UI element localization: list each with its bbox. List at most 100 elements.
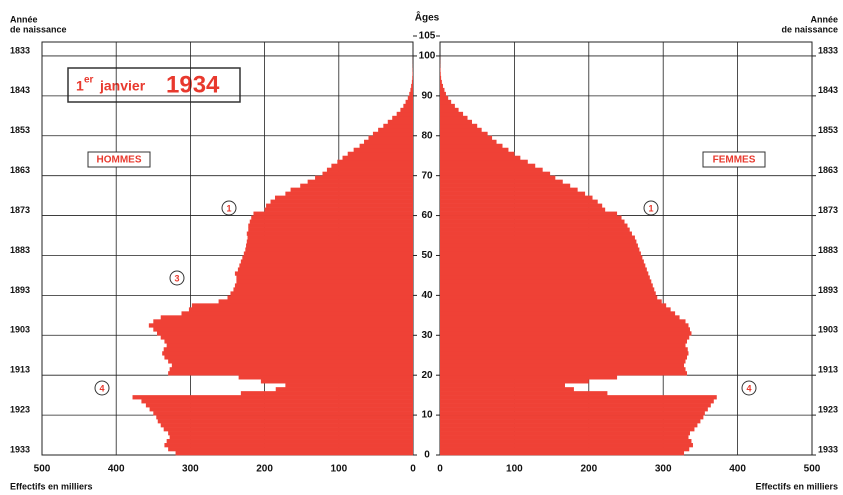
- bar: [440, 227, 630, 232]
- y2-tick-label: 1903: [10, 325, 30, 335]
- bar: [359, 143, 413, 149]
- birth-year-label: de naissance: [10, 24, 67, 34]
- bar: [440, 395, 717, 400]
- bar: [440, 99, 452, 105]
- x-tick-label: 0: [410, 464, 416, 475]
- bar: [440, 179, 563, 184]
- x-tick-label: 400: [729, 464, 746, 475]
- bar: [411, 83, 413, 89]
- bar: [238, 375, 413, 380]
- bar: [163, 427, 413, 432]
- bar: [440, 435, 689, 440]
- bar: [440, 171, 551, 176]
- y2-tick-label: 1873: [818, 205, 838, 215]
- bar: [440, 319, 686, 324]
- x-tick-label: 0: [437, 464, 443, 475]
- bar: [251, 215, 413, 220]
- title-box: 1 er janvier 1934: [67, 67, 241, 103]
- bar: [285, 383, 413, 388]
- legend-label: HOMMES: [97, 155, 142, 166]
- birth-year-label: Année: [810, 14, 838, 24]
- bar: [168, 431, 413, 436]
- bar: [440, 143, 503, 149]
- bar: [440, 287, 655, 292]
- bar: [440, 447, 690, 452]
- bar: [132, 395, 414, 400]
- y-tick-label: 100: [419, 51, 436, 62]
- bar: [164, 443, 413, 448]
- bar: [145, 403, 413, 408]
- title-superscript: er: [84, 75, 94, 86]
- bar: [218, 299, 413, 304]
- bar: [440, 279, 652, 284]
- x-tick-label: 500: [804, 464, 821, 475]
- y2-tick-label: 1833: [10, 45, 30, 55]
- y-tick-label: 50: [421, 250, 433, 261]
- y2-tick-label: 1893: [818, 285, 838, 295]
- annotation: 4: [94, 380, 110, 396]
- bar: [181, 311, 413, 316]
- bar: [440, 307, 671, 312]
- y2-tick-label: 1863: [10, 165, 30, 175]
- annotation-label: 4: [99, 383, 104, 393]
- bar: [440, 111, 464, 117]
- overlays: HOMMES FEMMES 1 3 4 1 4: [87, 151, 766, 396]
- bar: [166, 439, 413, 444]
- bar: [240, 259, 413, 264]
- y2-tick-label: 1933: [10, 444, 30, 454]
- bar: [440, 271, 649, 276]
- bar: [440, 363, 685, 368]
- bar: [372, 131, 413, 137]
- bar: [440, 203, 603, 208]
- bar: [403, 103, 413, 109]
- bar: [240, 391, 413, 396]
- bar: [440, 115, 468, 121]
- bar: [440, 175, 556, 180]
- bar: [171, 363, 413, 368]
- y2-tick-label: 1853: [10, 125, 30, 135]
- bar: [412, 75, 413, 81]
- bar: [153, 411, 414, 416]
- bar: [440, 167, 543, 172]
- birth-year-label: de naissance: [781, 24, 838, 34]
- bar: [153, 319, 414, 324]
- x-tick-label: 200: [256, 464, 273, 475]
- y-axis-label: Âges: [415, 11, 440, 24]
- bar: [266, 203, 413, 208]
- bar: [175, 451, 413, 456]
- x-axis-label: Effectifs en milliers: [755, 481, 838, 491]
- bar: [245, 247, 413, 252]
- bar: [248, 227, 413, 232]
- bar: [163, 347, 413, 352]
- bar: [440, 195, 593, 200]
- birth-year-label: Année: [10, 14, 38, 24]
- legend-label: FEMMES: [713, 155, 756, 166]
- bar: [440, 79, 442, 85]
- y-tick-label: 10: [421, 410, 433, 421]
- bar: [440, 423, 698, 428]
- bar: [440, 87, 445, 93]
- y2-tick-label: 1843: [818, 85, 838, 95]
- bar: [440, 231, 632, 236]
- bar: [160, 315, 413, 320]
- bar: [148, 323, 413, 328]
- bar: [248, 223, 413, 228]
- bar: [337, 159, 413, 164]
- bar: [440, 219, 625, 224]
- bar: [440, 135, 493, 141]
- y2-tick-label: 1903: [818, 325, 838, 335]
- bar: [440, 339, 688, 344]
- bar: [440, 107, 459, 113]
- bar: [440, 263, 646, 268]
- annotation-label: 1: [226, 203, 231, 213]
- bar: [392, 115, 413, 121]
- bar: [188, 307, 413, 312]
- y2-tick-label: 1833: [818, 45, 838, 55]
- bar: [440, 275, 650, 280]
- bar: [236, 275, 413, 280]
- bar: [440, 187, 578, 192]
- y2-tick-label: 1883: [10, 245, 30, 255]
- bar: [315, 175, 413, 180]
- y-tick-label: 70: [421, 170, 433, 181]
- x-tick-label: 200: [580, 464, 597, 475]
